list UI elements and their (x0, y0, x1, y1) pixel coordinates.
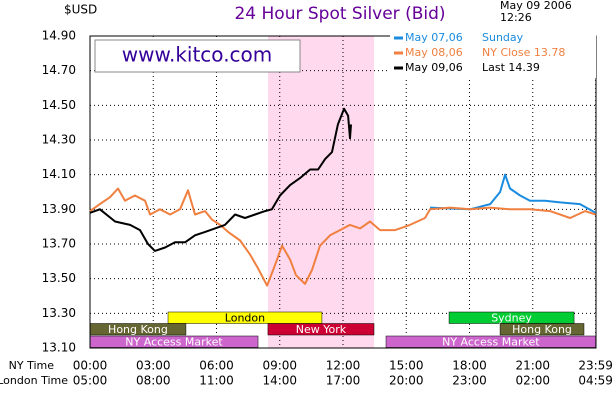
x2-tick-label: 11:00 (199, 374, 234, 388)
session-label: New York (296, 323, 347, 336)
x2-tick-label: 17:00 (326, 374, 361, 388)
y-tick-label: 13.70 (42, 237, 76, 251)
y-tick-label: 13.90 (42, 202, 76, 216)
session-label: Hong Kong (108, 323, 168, 336)
legend-note: NY Close 13.78 (482, 46, 565, 59)
watermark-box (94, 39, 301, 73)
legend-label: May 08,06 (405, 46, 463, 59)
legend-label: May 09,06 (405, 61, 463, 74)
session-label: NY Access Market (442, 335, 540, 348)
y-unit: $USD (64, 3, 97, 17)
x-tick-label: 06:00 (199, 359, 234, 373)
time: 12:26 (500, 11, 532, 24)
series-line (430, 173, 597, 214)
y-tick-label: 14.30 (42, 133, 76, 147)
highlight-band (267, 36, 374, 348)
session-label: Hong Kong (512, 323, 572, 336)
y-tick-label: 14.90 (42, 29, 76, 43)
x2-tick-label: 08:00 (136, 374, 171, 388)
watermark: www.kitco.com (122, 43, 273, 67)
legend-label: May 07,06 (405, 31, 463, 44)
session-bar (499, 323, 585, 336)
x2-tick-label: 14:00 (262, 374, 297, 388)
legend-note: Sunday (482, 31, 524, 44)
session-bar (167, 311, 323, 324)
y-tick-label: 14.10 (42, 167, 76, 181)
x-tick-label: 09:00 (262, 359, 297, 373)
session-label: London (225, 311, 265, 324)
x-tick-label: 21:00 (515, 359, 550, 373)
series-line (89, 187, 596, 287)
x-tick-label: 15:00 (389, 359, 424, 373)
y-tick-label: 13.30 (42, 306, 76, 320)
session-label: Sydney (491, 311, 532, 324)
legend-box (390, 30, 596, 78)
x-tick-label: 23:59 (578, 359, 613, 373)
session-label: NY Access Market (125, 335, 223, 348)
x2-axis-label: London Time (0, 374, 68, 387)
x-axis-label: NY Time (9, 359, 55, 372)
chart-title: 24 Hour Spot Silver (Bid) (234, 4, 445, 24)
y-tick-label: 14.70 (42, 63, 76, 77)
x2-tick-label: 04:59 (578, 374, 613, 388)
x2-tick-label: 23:00 (452, 374, 487, 388)
y-tick-label: 13.10 (42, 341, 76, 355)
x2-tick-label: 05:00 (73, 374, 108, 388)
x2-tick-label: 02:00 (515, 374, 550, 388)
y-tick-label: 13.50 (42, 271, 76, 285)
x2-tick-label: 20:00 (389, 374, 424, 388)
x-tick-label: 18:00 (452, 359, 487, 373)
date: May 09 2006 (500, 0, 572, 12)
plot-frame (89, 35, 597, 349)
y-tick-label: 14.50 (42, 98, 76, 112)
session-bar (267, 323, 375, 336)
x-tick-label: 12:00 (326, 359, 361, 373)
series-line (89, 107, 352, 252)
x-tick-label: 00:00 (73, 359, 108, 373)
legend-note: Last 14.39 (482, 61, 540, 74)
x-tick-label: 03:00 (136, 359, 171, 373)
